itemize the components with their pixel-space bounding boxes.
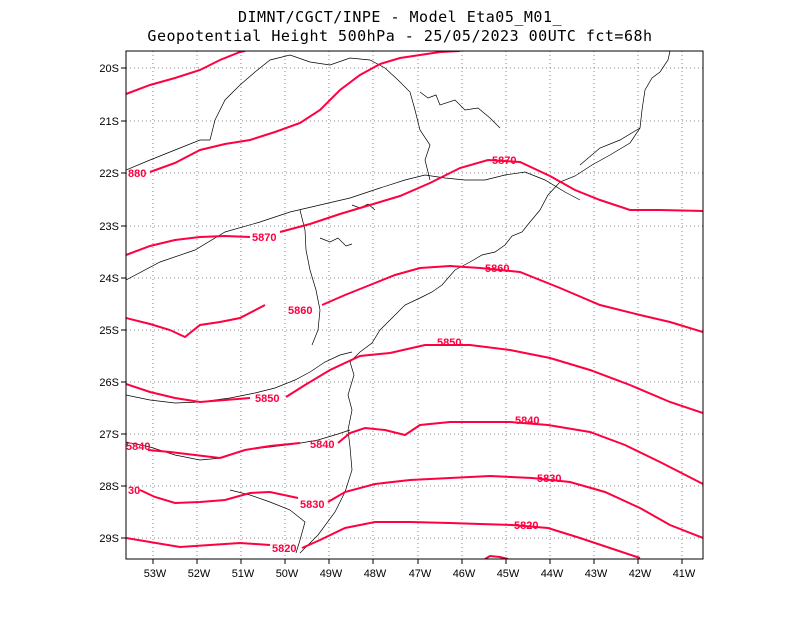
lon-label-50w: 50W (276, 568, 299, 580)
lat-label-21s: 21S (99, 116, 119, 128)
contour-5840-east (337, 421, 703, 485)
contour-5860-east (321, 264, 703, 333)
contour-label-5870-a: 5870 (252, 232, 276, 244)
contour-label-5860-a: 5860 (288, 305, 312, 317)
lat-label-23s: 23S (99, 221, 119, 233)
contour-5830-east (327, 474, 703, 539)
chart-title-line-2: Geopotential Height 500hPa - 25/05/2023 … (147, 27, 653, 45)
contour-label-5850-b: 5850 (437, 337, 461, 349)
contour-label-5820-b: 5820 (514, 520, 538, 532)
contour-label-5830-a: 5830 (300, 499, 324, 511)
chart-title-line-1: DIMNT/CGCT/INPE - Model Eta05_M01_ (237, 8, 563, 26)
lat-label-20s: 20S (99, 63, 119, 75)
lon-label-43w: 43W (585, 568, 608, 580)
contour-5850-east (285, 344, 703, 414)
lon-label-52w: 52W (188, 568, 211, 580)
lat-label-29s: 29S (99, 533, 119, 545)
lon-label-42w: 42W (629, 568, 652, 580)
map-frame (125, 50, 704, 560)
contour-label-5850-a: 5850 (255, 393, 279, 405)
lon-label-51w: 51W (232, 568, 255, 580)
contour-label-880: 880 (128, 168, 146, 180)
contour-5820-west (126, 537, 271, 549)
contour-label-5840-b: 5840 (515, 415, 539, 427)
contour-5820-east (301, 521, 641, 559)
lat-label-28s: 28S (99, 481, 119, 493)
lat-label-27s: 27S (99, 429, 119, 441)
contour-5810-fragment (484, 554, 509, 559)
lon-label-53w: 53W (144, 568, 167, 580)
latitude-axis: 20S 21S 22S 23S 24S 25S 26S 27S 28S 29S (99, 63, 119, 545)
lon-label-41w: 41W (673, 568, 696, 580)
longitude-axis: 53W 52W 51W 50W 49W 48W 47W 46W 45W 44W … (144, 568, 696, 580)
contour-5880 (149, 51, 461, 173)
contour-label-5840-edge: 5840 (126, 441, 150, 453)
contour-5870-west (126, 234, 251, 256)
lon-label-49w: 49W (320, 568, 343, 580)
lon-label-46w: 46W (453, 568, 476, 580)
contour-5890 (126, 51, 246, 95)
height-contours (126, 51, 703, 559)
axis-ticks (121, 67, 683, 564)
contour-5850-west (126, 383, 251, 404)
lon-label-45w: 45W (497, 568, 520, 580)
contour-5870-east (279, 158, 703, 233)
lat-label-24s: 24S (99, 273, 119, 285)
contour-5840-west (147, 442, 301, 460)
lon-label-44w: 44W (541, 568, 564, 580)
contour-label-5840-a: 5840 (310, 439, 334, 451)
contour-label-30: 30 (128, 485, 140, 497)
contour-label-5830-b: 5830 (537, 473, 561, 485)
contour-label-5820-a: 5820 (272, 543, 296, 555)
contour-label-5860-b: 5860 (485, 263, 509, 275)
lon-label-48w: 48W (364, 568, 387, 580)
contour-5830-west (139, 489, 299, 505)
coastline-and-borders (126, 51, 671, 554)
lat-label-22s: 22S (99, 168, 119, 180)
grid-lines (126, 51, 703, 559)
lat-label-26s: 26S (99, 377, 119, 389)
lon-label-47w: 47W (409, 568, 432, 580)
contour-5860-west (126, 304, 266, 339)
contour-label-5870-b: 5870 (492, 155, 516, 167)
lat-label-25s: 25S (99, 325, 119, 337)
contour-label-group: 880 5870 5870 5860 5860 5850 5850 5840 5… (126, 155, 561, 555)
